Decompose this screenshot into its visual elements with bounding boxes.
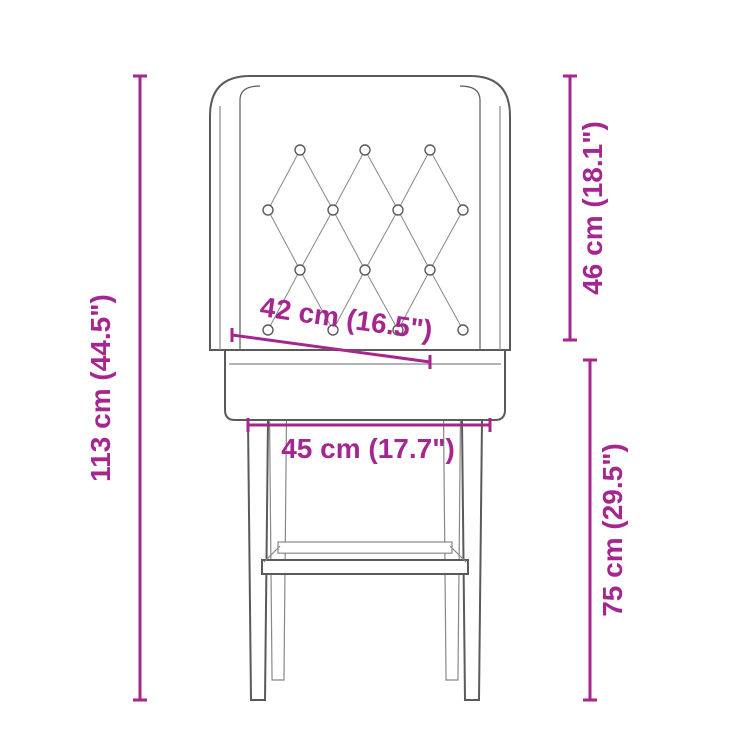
total-height-label: 113 cm (44.5") bbox=[85, 294, 116, 482]
tuft-button bbox=[425, 145, 435, 155]
chair-drawing bbox=[210, 76, 510, 700]
tuft-button bbox=[263, 205, 273, 215]
tuft-button bbox=[295, 265, 305, 275]
footrest bbox=[262, 560, 468, 574]
tuft-button bbox=[393, 205, 403, 215]
tuft-button bbox=[360, 145, 370, 155]
tuft-button bbox=[360, 265, 370, 275]
tuft-button bbox=[425, 265, 435, 275]
tuft-button bbox=[328, 205, 338, 215]
back-height-label: 46 cm (18.1") bbox=[577, 121, 608, 295]
tuft-button bbox=[263, 325, 273, 335]
tuft-button bbox=[458, 205, 468, 215]
tuft-button bbox=[458, 325, 468, 335]
seat-width-label: 45 cm (17.7") bbox=[281, 433, 455, 464]
back-stretcher bbox=[278, 542, 452, 553]
dimension-diagram: 113 cm (44.5") 46 cm (18.1") 75 cm (29.5")… bbox=[0, 0, 750, 750]
seat-cushion bbox=[225, 350, 505, 420]
seat-height-label: 75 cm (29.5") bbox=[597, 443, 628, 617]
tuft-button bbox=[295, 145, 305, 155]
